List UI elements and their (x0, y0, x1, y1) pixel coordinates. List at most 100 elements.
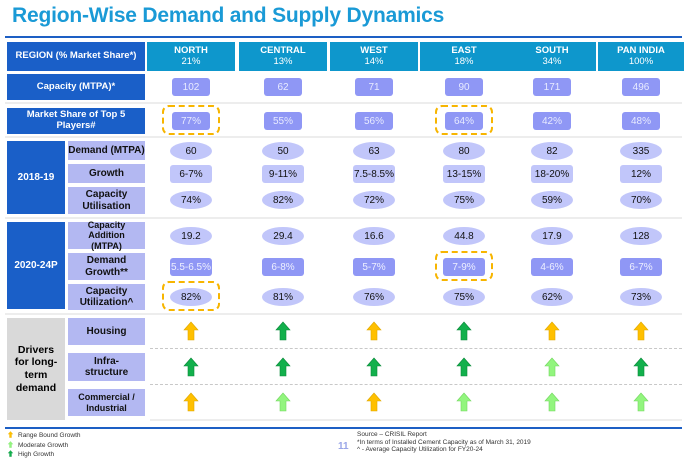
growth-value: 9-11% (262, 165, 304, 183)
demand-growth-value: 5.5-6.5% (170, 258, 212, 276)
capacity-addition-value: 29.4 (262, 227, 304, 245)
capacity-addition-value: 16.6 (353, 227, 395, 245)
period-2018-19-label: 2018-19 (7, 141, 65, 214)
capacity-addition-value: 19.2 (170, 227, 212, 245)
moderate-growth-arrow-icon (544, 357, 560, 377)
high-growth-arrow-icon (366, 357, 382, 377)
region-share: 34% (542, 56, 562, 68)
legend-item: Range Bound Growth (7, 431, 81, 441)
demand-growth-value: 7-9% (443, 258, 485, 276)
region-share: 100% (628, 56, 654, 68)
high-growth-arrow-icon (7, 450, 14, 460)
range-growth-arrow-icon (633, 321, 649, 341)
page-number: 11 (338, 441, 349, 452)
page-title: Region-Wise Demand and Supply Dynamics (12, 4, 445, 27)
top5-share-value: 48% (622, 112, 660, 130)
growth-value: 13-15% (443, 165, 485, 183)
region-name: CENTRAL (260, 45, 306, 56)
growth-value: 6-7% (170, 165, 212, 183)
row-divider (5, 136, 682, 138)
capacity-utilization-value: 81% (262, 288, 304, 306)
range-growth-arrow-icon (183, 321, 199, 341)
range-growth-arrow-icon (366, 392, 382, 412)
capacity-utilisation-value: 70% (620, 191, 662, 209)
row-divider (150, 419, 682, 421)
moderate-growth-arrow-icon (544, 392, 560, 412)
legend: Range Bound Growth Moderate Growth High Gr… (7, 431, 81, 460)
growth-value: 18-20% (531, 165, 573, 183)
top5-share-value: 77% (172, 112, 210, 130)
capacity-value: 71 (355, 78, 393, 96)
footnote: *In terms of Installed Cement Capacity a… (357, 438, 531, 446)
demand-growth-value: 6-8% (262, 258, 304, 276)
moderate-growth-arrow-icon (456, 392, 472, 412)
demand-growth-value: 6-7% (620, 258, 662, 276)
top5-share-value: 56% (355, 112, 393, 130)
capacity-utilization-value: 62% (531, 288, 573, 306)
capacity-utilisation-value: 74% (170, 191, 212, 209)
capacity-utilisation-value: 82% (262, 191, 304, 209)
capacity-utilisation-value: 75% (443, 191, 485, 209)
demand-growth-value: 5-7% (353, 258, 395, 276)
capacity-utilisation-value: 72% (353, 191, 395, 209)
demand-value: 82 (531, 142, 573, 160)
region-name: PAN INDIA (617, 45, 665, 56)
region-share: 14% (364, 56, 384, 68)
highlight-box (435, 105, 493, 135)
row-divider (5, 102, 682, 104)
capacity-utilization-value: 73% (620, 288, 662, 306)
range-growth-arrow-icon (366, 321, 382, 341)
footnote: ^ - Average Capacity Utilization for FY2… (357, 446, 483, 453)
legend-label: Moderate Growth (18, 441, 69, 449)
capacity-addition-value: 44.8 (443, 227, 485, 245)
demand-growth-value: 4-6% (531, 258, 573, 276)
capacity-utilization-value: 75% (443, 288, 485, 306)
demand-label: Demand (MTPA) (68, 141, 145, 160)
moderate-growth-arrow-icon (7, 440, 14, 451)
driver-divider (150, 384, 682, 385)
region-header-pan-india: PAN INDIA 100% (598, 42, 684, 71)
high-growth-arrow-icon (183, 357, 199, 377)
drivers-label: Drivers for long-term demand (7, 318, 65, 420)
capacity-value: 171 (533, 78, 571, 96)
top5-share-value: 55% (264, 112, 302, 130)
region-name: WEST (360, 45, 388, 56)
footnote: Source – CRISIL Report (357, 431, 427, 438)
top5-share-value: 64% (445, 112, 483, 130)
high-growth-arrow-icon (456, 357, 472, 377)
capacity-value: 62 (264, 78, 302, 96)
highlight-box (162, 105, 220, 135)
demand-value: 335 (620, 142, 662, 160)
region-header-west: WEST 14% (330, 42, 418, 71)
region-name: NORTH (174, 45, 208, 56)
housing-label: Housing (68, 318, 145, 345)
legend-label: Range Bound Growth (18, 432, 81, 439)
capacity-utilization-label: Capacity Utilization^ (68, 284, 145, 310)
growth-value: 12% (620, 165, 662, 183)
capacity-label: Capacity (MTPA)* (7, 74, 145, 100)
infrastructure-label: Infra-structure (68, 353, 145, 381)
moderate-growth-arrow-icon (633, 392, 649, 412)
title-divider (5, 36, 682, 38)
capacity-addition-label: Capacity Addition (MTPA) (68, 220, 145, 251)
demand-value: 63 (353, 142, 395, 160)
region-header-label: REGION (% Market Share*) (7, 42, 145, 71)
growth-value: 7.5-8.5% (353, 165, 395, 183)
region-share: 18% (454, 56, 474, 68)
footnotes: Source – CRISIL Report *In terms of Inst… (357, 431, 531, 454)
range-growth-arrow-icon (544, 321, 560, 341)
region-share: 13% (273, 56, 293, 68)
driver-divider (150, 348, 682, 349)
capacity-value: 90 (445, 78, 483, 96)
capacity-utilisation-label: Capacity Utilisation (68, 187, 145, 214)
region-header-central: CENTRAL 13% (239, 42, 327, 71)
region-share: 21% (181, 56, 201, 68)
range-growth-arrow-icon (183, 392, 199, 412)
legend-label: High Growth (18, 451, 55, 458)
commercial-industrial-label: Commercial / Industrial (68, 389, 145, 416)
footer-divider (5, 427, 682, 429)
high-growth-arrow-icon (456, 321, 472, 341)
region-header-east: EAST 18% (420, 42, 508, 71)
high-growth-arrow-icon (275, 357, 291, 377)
capacity-addition-value: 17.9 (531, 227, 573, 245)
